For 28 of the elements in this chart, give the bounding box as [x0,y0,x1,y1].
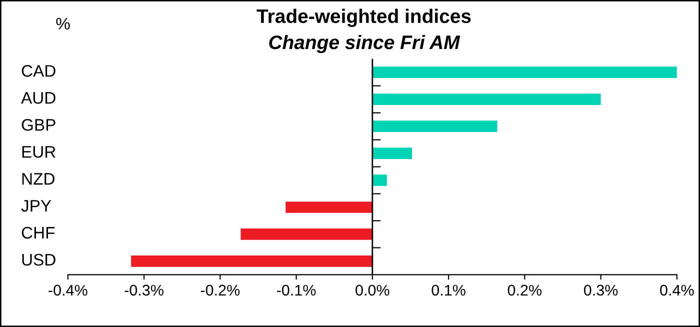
y-tick-label: CHF [22,226,55,239]
bar [131,256,372,267]
y-tick-label: JPY [21,200,52,212]
chart-subtitle: Change since Fri AM [269,34,460,54]
y-tick-label: AUD [21,92,56,104]
bar [286,202,372,213]
bar [372,66,677,78]
x-tick-label: -0.4% [48,284,88,296]
x-tick-label: -0.2% [200,284,240,296]
bar [240,228,372,240]
y-tick-label: USD [22,254,56,266]
x-tick-label: 0.3% [584,284,618,296]
x-tick-label: 0.1% [432,284,466,296]
y-tick-label: NZD [22,173,54,185]
y-tick-label: CAD [22,65,56,77]
y-axis-title: % [56,18,70,30]
chart-title: Trade-weighted indices [256,8,471,28]
x-tick-label: 0.2% [508,284,542,296]
y-tick-label: EUR [22,146,56,158]
x-tick-label: 0.4% [660,284,694,296]
bar [372,174,387,186]
x-tick-label: 0.0% [356,284,390,296]
bar [372,94,601,105]
x-tick-label: -0.1% [277,284,316,296]
bar [372,120,498,132]
x-tick-label: -0.3% [124,284,164,296]
bar [372,148,412,159]
y-tick-label: GBP [22,118,56,131]
